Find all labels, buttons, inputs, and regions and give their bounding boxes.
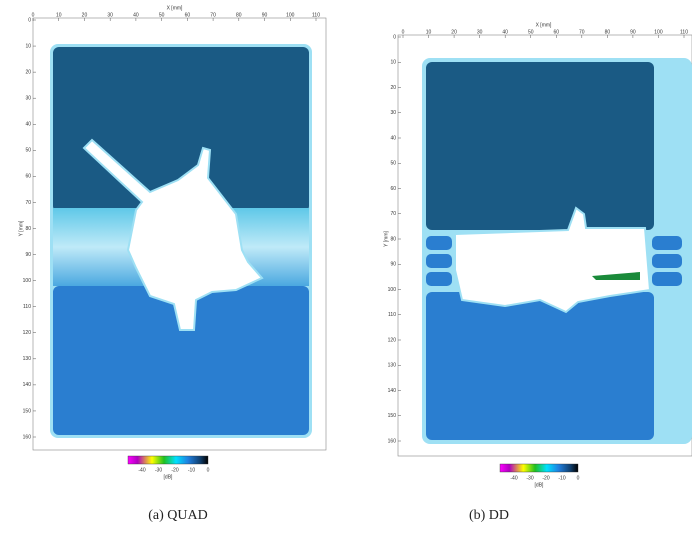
colorbar-tick-label: -40 [138, 467, 145, 473]
colorbar [128, 456, 208, 464]
y-tick-label: 130 [388, 363, 397, 369]
x-tick-label: 80 [605, 29, 611, 35]
y-tick-label: 50 [25, 148, 31, 154]
x-tick-label: 30 [107, 12, 113, 18]
colorbar-tick-label: -30 [155, 467, 162, 473]
y-tick-label: 30 [390, 110, 396, 116]
x-tick-label: 70 [210, 12, 216, 18]
x-tick-label: 90 [630, 29, 636, 35]
x-tick-label: 60 [553, 29, 559, 35]
c-scan-b [398, 35, 692, 456]
y-tick-label: 0 [393, 34, 396, 40]
x-tick-label: 10 [426, 29, 432, 35]
y-tick-label: 60 [25, 174, 31, 180]
y-tick-label: 10 [390, 60, 396, 66]
y-tick-label: 80 [25, 226, 31, 232]
y-tick-label: 150 [23, 408, 32, 414]
y-tick-label: 140 [388, 388, 397, 394]
caption: (a) QUAD [148, 508, 207, 523]
colorbar-unit: [dB] [164, 474, 174, 480]
y-tick-label: 20 [390, 85, 396, 91]
x-tick-label: 60 [185, 12, 191, 18]
colorbar-tick-label: 0 [207, 467, 210, 473]
y-tick-label: 70 [390, 211, 396, 217]
y-tick-label: 60 [390, 186, 396, 192]
colorbar-tick-label: -10 [558, 475, 565, 481]
y-tick-label: 50 [390, 161, 396, 167]
x-tick-label: 10 [56, 12, 62, 18]
y-tick-label: 110 [23, 304, 31, 310]
y-tick-label: 70 [25, 200, 31, 206]
y-axis-label: Y [mm] [383, 231, 389, 247]
y-axis-label: Y [mm] [18, 220, 24, 236]
x-axis-label: X [mm] [167, 5, 183, 11]
x-tick-label: 40 [133, 12, 139, 18]
x-tick-label: 110 [680, 29, 688, 35]
y-tick-label: 160 [23, 434, 32, 440]
x-axis-label: X [mm] [536, 22, 552, 28]
y-tick-label: 120 [23, 330, 32, 336]
y-tick-label: 10 [25, 43, 31, 49]
y-tick-label: 0 [28, 17, 31, 23]
y-tick-label: 100 [23, 278, 32, 284]
y-tick-label: 160 [388, 438, 397, 444]
colorbar-tick-label: -20 [542, 475, 549, 481]
x-tick-label: 70 [579, 29, 585, 35]
x-tick-label: 20 [82, 12, 88, 18]
x-tick-label: 100 [286, 12, 295, 18]
colorbar [500, 464, 578, 472]
y-tick-label: 120 [388, 337, 397, 343]
y-tick-label: 140 [23, 382, 32, 388]
x-tick-label: 90 [262, 12, 268, 18]
x-tick-label: 100 [654, 29, 663, 35]
y-tick-label: 80 [390, 236, 396, 242]
x-tick-label: 40 [502, 29, 508, 35]
y-tick-label: 100 [388, 287, 397, 293]
x-tick-label: 110 [312, 12, 320, 18]
x-tick-label: 80 [236, 12, 242, 18]
colorbar-tick-label: -10 [188, 467, 195, 473]
x-tick-label: 30 [477, 29, 483, 35]
y-tick-label: 90 [390, 262, 396, 268]
caption: (b) DD [469, 508, 509, 523]
colorbar-tick-label: -40 [510, 475, 517, 481]
y-tick-label: 90 [25, 252, 31, 258]
y-tick-label: 20 [25, 69, 31, 75]
colorbar-tick-label: -30 [526, 475, 533, 481]
c-scan-a [33, 18, 326, 450]
y-tick-label: 40 [25, 122, 31, 128]
x-tick-label: 20 [451, 29, 457, 35]
y-tick-label: 110 [388, 312, 396, 318]
colorbar-tick-label: 0 [577, 475, 580, 481]
y-tick-label: 150 [388, 413, 397, 419]
y-tick-label: 130 [23, 356, 32, 362]
figure: 0102030405060708090100110X [mm]010203040… [0, 0, 692, 536]
x-tick-label: 0 [402, 29, 405, 35]
y-tick-label: 40 [390, 135, 396, 141]
x-tick-label: 50 [159, 12, 165, 18]
y-tick-label: 30 [25, 96, 31, 102]
x-tick-label: 50 [528, 29, 534, 35]
colorbar-tick-label: -20 [171, 467, 178, 473]
x-tick-label: 0 [32, 12, 35, 18]
colorbar-unit: [dB] [535, 482, 545, 488]
